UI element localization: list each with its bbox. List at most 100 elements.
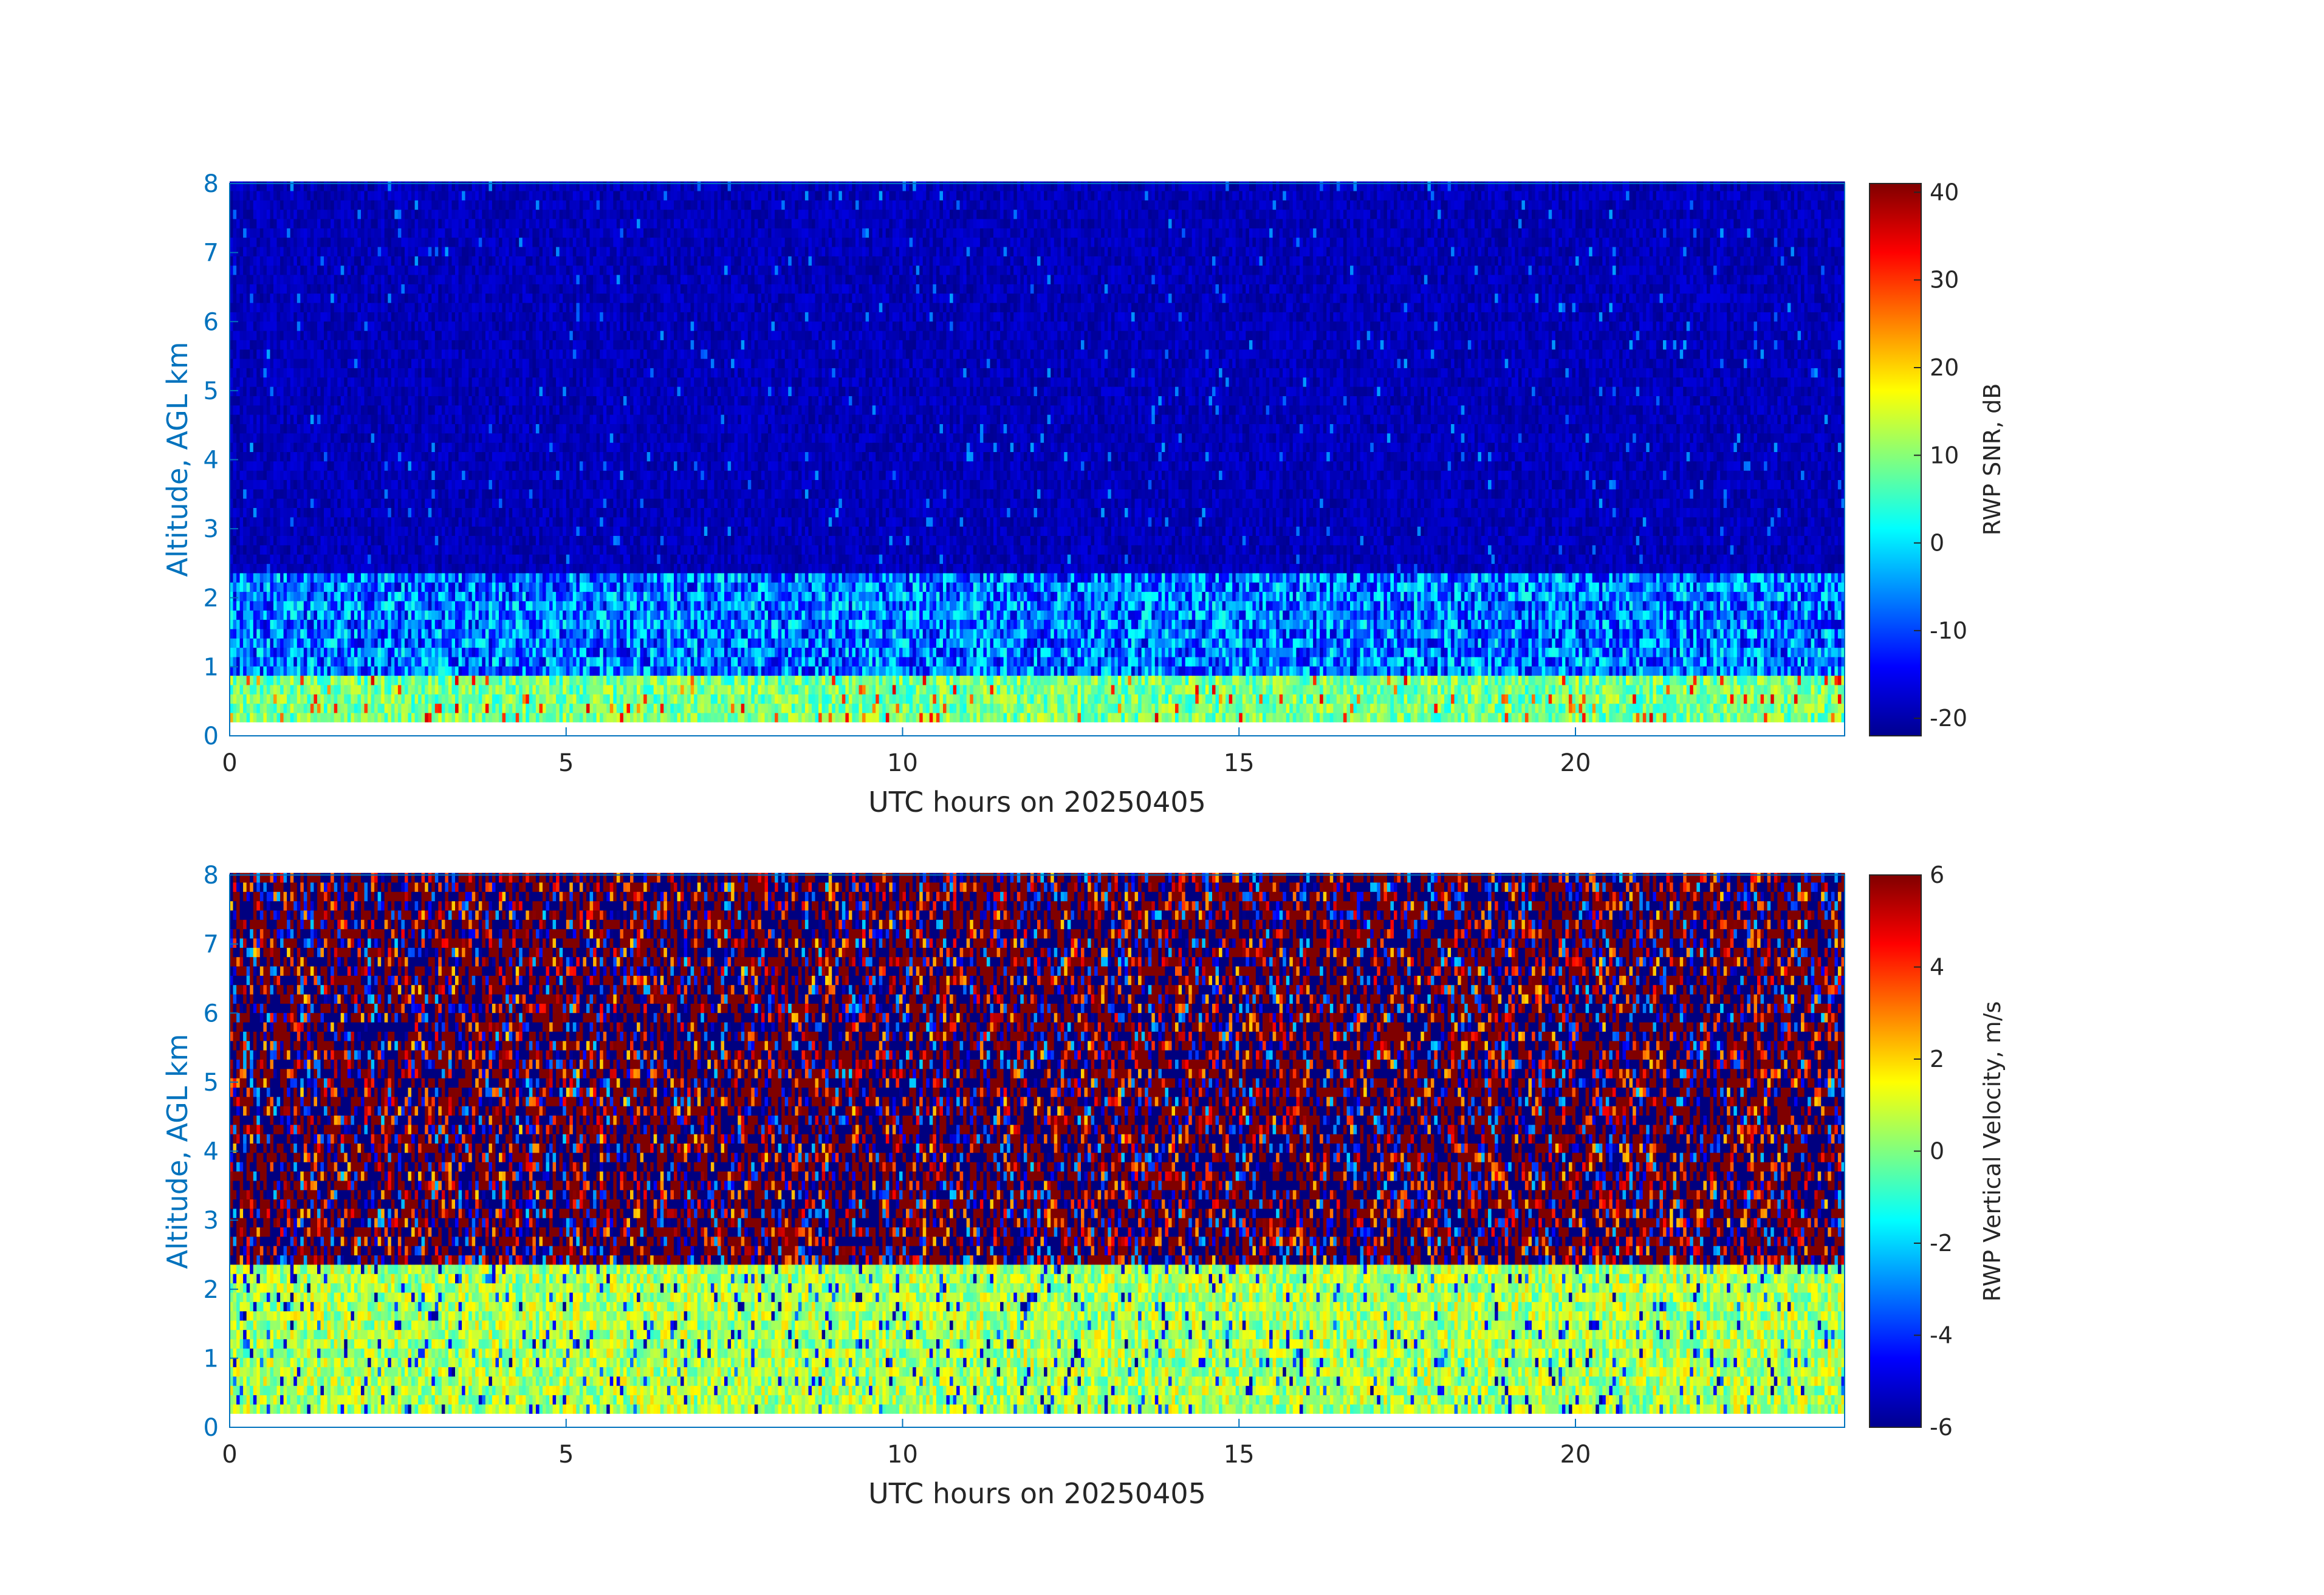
heatmap-cell: [1320, 704, 1323, 713]
heatmap-cell: [256, 685, 260, 695]
heatmap-cell: [1656, 694, 1660, 704]
heatmap-cell: [825, 713, 829, 722]
heatmap-cell: [573, 685, 577, 695]
heatmap-cell: [755, 694, 758, 704]
heatmap-cell: [1202, 694, 1205, 704]
heatmap-cell: [698, 713, 701, 722]
heatmap-cell: [916, 704, 920, 713]
heatmap-cell: [546, 713, 550, 722]
heatmap-cell: [640, 704, 644, 713]
heatmap-cell: [842, 704, 846, 713]
heatmap-cell: [371, 694, 375, 704]
heatmap-cell: [876, 704, 879, 713]
heatmap-cell: [1296, 694, 1300, 704]
heatmap-cell: [394, 704, 398, 713]
heatmap-cell: [768, 694, 772, 704]
heatmap-cell: [1636, 694, 1640, 704]
heatmap-cell: [334, 704, 338, 713]
heatmap-cell: [1135, 704, 1139, 713]
heatmap-cell: [640, 685, 644, 695]
heatmap-cell: [371, 685, 375, 695]
heatmap-cell: [1179, 713, 1182, 722]
heatmap-cell: [1320, 713, 1323, 722]
heatmap-cell: [1575, 704, 1579, 713]
heatmap-cell: [267, 685, 270, 695]
heatmap-cell: [1589, 713, 1592, 722]
heatmap-cell: [418, 704, 422, 713]
heatmap-cell: [1078, 694, 1081, 704]
heatmap-cell: [1020, 704, 1024, 713]
heatmap-cell: [1142, 694, 1145, 704]
heatmap-cell: [1326, 694, 1330, 704]
heatmap-cell: [1091, 694, 1095, 704]
heatmap-cell: [613, 704, 617, 713]
heatmap-cell: [351, 704, 354, 713]
heatmap-cell: [270, 694, 274, 704]
heatmap-cell: [603, 704, 607, 713]
heatmap-cell: [348, 685, 351, 695]
heatmap-cell: [670, 713, 674, 722]
heatmap-cell: [378, 704, 382, 713]
heatmap-cell: [1071, 713, 1074, 722]
heatmap-cell: [1733, 694, 1737, 704]
heatmap-cell: [1801, 704, 1805, 713]
heatmap-cell: [543, 713, 546, 722]
heatmap-cell: [1757, 713, 1761, 722]
heatmap-cell: [1481, 713, 1485, 722]
heatmap-cell: [923, 713, 927, 722]
heatmap-cell: [1246, 704, 1249, 713]
heatmap-cell: [465, 694, 469, 704]
heatmap-cell: [1673, 694, 1677, 704]
heatmap-cell: [1310, 704, 1314, 713]
heatmap-cell: [1555, 704, 1559, 713]
heatmap-cell: [623, 704, 627, 713]
heatmap-cell: [321, 685, 324, 695]
heatmap-cell: [1529, 704, 1532, 713]
heatmap-cell: [405, 713, 408, 722]
heatmap-cell: [1179, 704, 1182, 713]
heatmap-cell: [1831, 704, 1835, 713]
heatmap-cell: [1636, 704, 1640, 713]
heatmap-cell: [1017, 713, 1021, 722]
heatmap-cell: [310, 713, 314, 722]
heatmap-cell: [1326, 713, 1330, 722]
heatmap-cell: [1148, 704, 1152, 713]
heatmap-cell: [1656, 704, 1660, 713]
heatmap-cell: [1461, 704, 1465, 713]
heatmap-cell: [765, 685, 769, 695]
heatmap-cell: [610, 704, 614, 713]
heatmap-cell: [859, 704, 863, 713]
heatmap-cell: [903, 694, 907, 704]
heatmap-cell: [852, 694, 855, 704]
heatmap-cell: [576, 694, 580, 704]
heatmap-cell: [936, 713, 940, 722]
heatmap-cell: [1306, 713, 1310, 722]
heatmap-cell: [529, 685, 533, 695]
heatmap-cell: [1825, 704, 1828, 713]
heatmap-cell: [1488, 694, 1492, 704]
heatmap-cell: [1451, 694, 1455, 704]
heatmap-cell: [970, 694, 973, 704]
heatmap-cell: [435, 713, 439, 722]
heatmap-cell: [1041, 694, 1044, 704]
heatmap-cell: [1108, 704, 1111, 713]
heatmap-cell: [1000, 704, 1004, 713]
heatmap-cell: [1061, 704, 1064, 713]
heatmap-cell: [832, 704, 835, 713]
heatmap-cell: [553, 685, 557, 695]
heatmap-cell: [1138, 713, 1142, 722]
heatmap-cell: [1205, 694, 1209, 704]
heatmap-cell: [1834, 713, 1838, 722]
heatmap-cell: [1188, 713, 1192, 722]
heatmap-cell: [1438, 704, 1441, 713]
heatmap-cell: [1273, 713, 1277, 722]
heatmap-cell: [1013, 713, 1017, 722]
heatmap-cell: [1508, 694, 1512, 704]
heatmap-cell: [1407, 704, 1411, 713]
heatmap-cell: [1360, 704, 1364, 713]
heatmap-cell: [1814, 713, 1818, 722]
heatmap-cell: [1613, 704, 1616, 713]
heatmap-cell: [455, 694, 459, 704]
heatmap-cell: [613, 694, 617, 704]
heatmap-cell: [324, 713, 327, 722]
